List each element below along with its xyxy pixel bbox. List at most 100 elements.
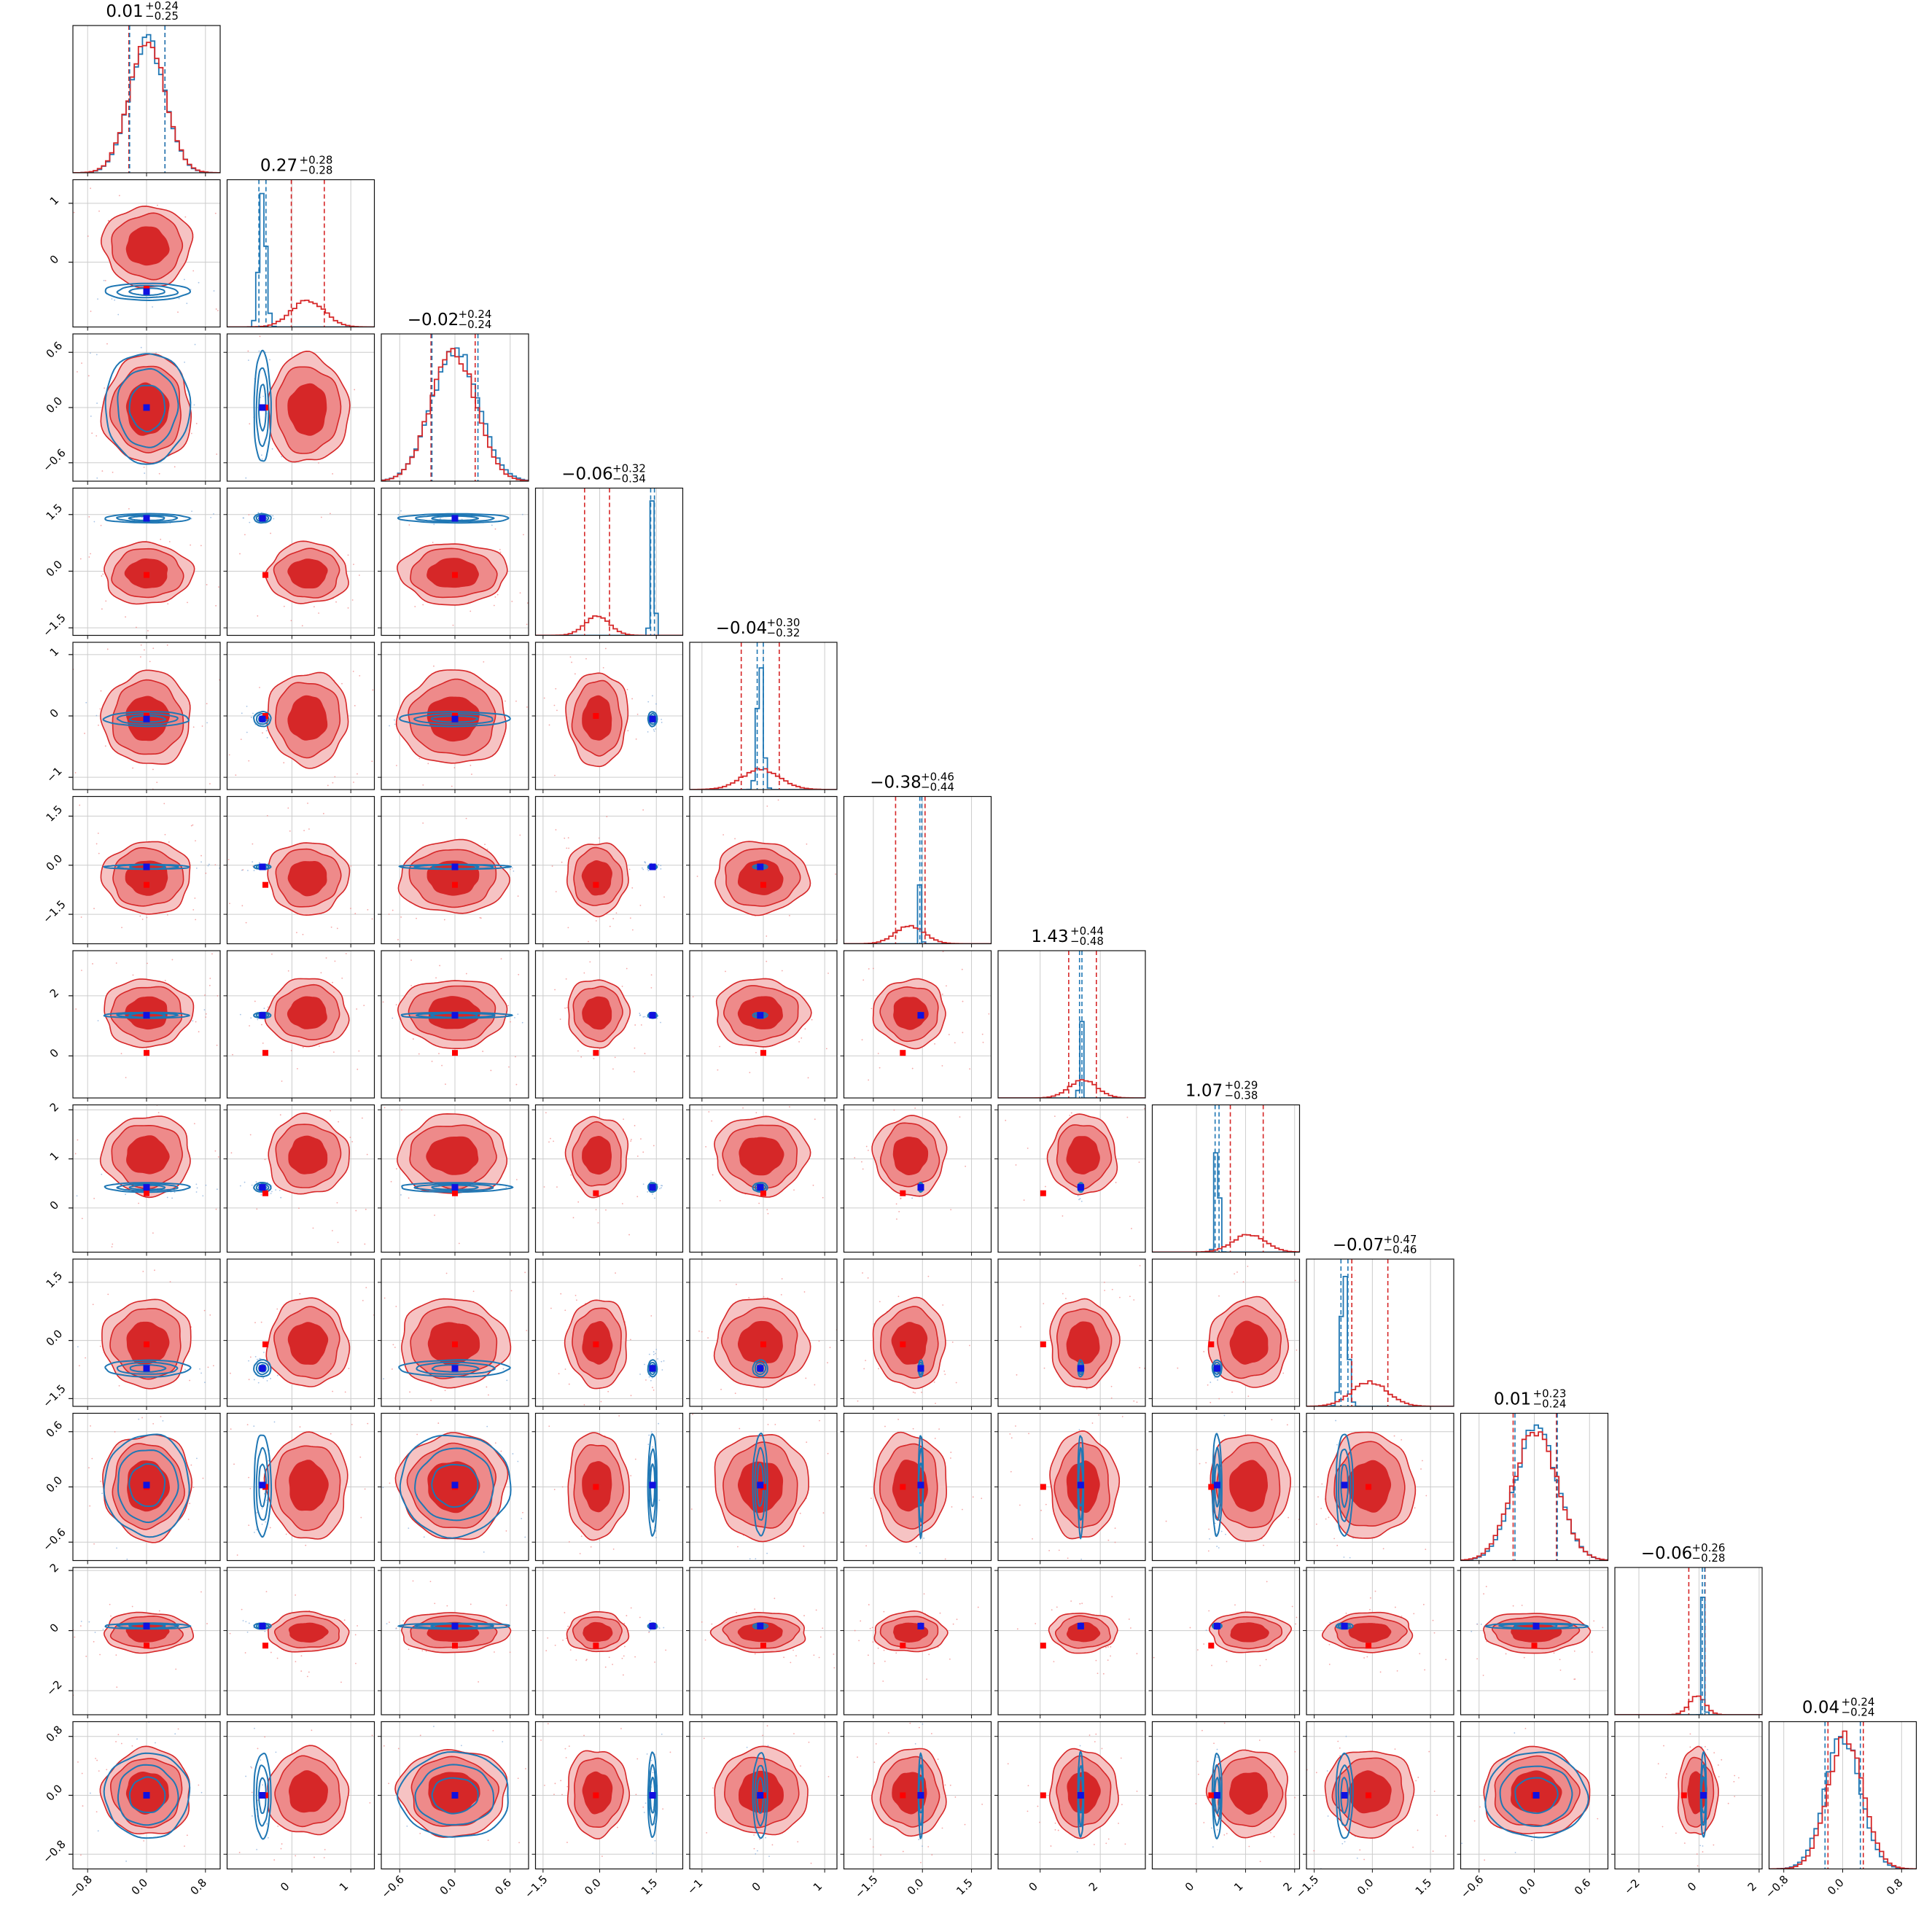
- red-sample-dot: [138, 1202, 139, 1204]
- red-sample-dot: [118, 1384, 120, 1387]
- blue-marker: [259, 863, 266, 870]
- red-sample-dot: [1433, 1632, 1436, 1634]
- red-sample-dot: [195, 1021, 197, 1023]
- red-sample-dot: [209, 978, 211, 979]
- blue-sample-dot: [1218, 1547, 1220, 1549]
- red-sample-dot: [524, 1322, 526, 1323]
- histogram-panel-2: −0.02 +0.24−0.24: [381, 308, 529, 485]
- red-sample-dot: [526, 623, 528, 626]
- red-sample-dot: [329, 513, 331, 515]
- blue-sample-dot: [70, 702, 71, 704]
- blue-sample-dot: [521, 513, 523, 515]
- red-sample-dot: [343, 1619, 346, 1621]
- red-sample-dot: [356, 774, 357, 776]
- red-sample-dot: [371, 1734, 373, 1737]
- red-sample-dot: [635, 1793, 637, 1796]
- red-sample-dot: [1133, 1299, 1135, 1301]
- red-sample-dot: [644, 1053, 646, 1054]
- red-sample-dot: [543, 1186, 545, 1188]
- red-sample-dot: [944, 1374, 946, 1375]
- blue-sample-dot: [260, 1193, 262, 1196]
- blue-marker: [1341, 1481, 1348, 1489]
- red-sample-dot: [69, 270, 71, 272]
- red-sample-dot: [884, 1660, 886, 1662]
- panel-frame: [72, 642, 221, 790]
- red-sample-dot: [168, 841, 170, 843]
- blue-sample-dot: [644, 1016, 646, 1018]
- blue-sample-dot: [561, 505, 562, 506]
- red-sample-dot: [634, 1047, 636, 1049]
- red-sample-dot: [780, 1293, 782, 1296]
- blue-sample-dot: [278, 1880, 279, 1881]
- red-sample-dot: [508, 1066, 510, 1068]
- red-sample-dot: [810, 1862, 812, 1864]
- blue-sample-dot: [254, 1727, 255, 1729]
- red-sample-dot: [227, 566, 229, 568]
- red-sample-dot: [416, 917, 417, 919]
- red-sample-dot: [119, 1403, 120, 1404]
- red-sample-dot: [244, 1652, 246, 1654]
- panel-title-minus: −0.38: [1225, 1089, 1258, 1102]
- red-sample-dot: [217, 1156, 219, 1158]
- red-sample-dot: [734, 1392, 736, 1394]
- red-sample-dot: [1032, 1538, 1033, 1540]
- red-sample-dot: [1394, 1606, 1396, 1608]
- x-tick-label: 0.0: [582, 1876, 604, 1898]
- blue-marker: [917, 1184, 924, 1191]
- red-sample-dot: [125, 616, 126, 618]
- red-sample-dot: [592, 1418, 593, 1419]
- red-sample-dot: [375, 721, 377, 722]
- blue-sample-dot: [111, 298, 113, 300]
- red-sample-dot: [674, 1135, 676, 1137]
- red-sample-dot: [631, 698, 634, 700]
- blue-sample-dot: [1480, 1624, 1482, 1625]
- blue-sample-dot: [521, 1021, 523, 1024]
- contour-panel-10-0: −202: [44, 1561, 221, 1718]
- red-sample-dot: [766, 805, 768, 807]
- red-sample-dot: [390, 1180, 392, 1183]
- red-sample-dot: [722, 834, 725, 835]
- red-sample-dot: [712, 1358, 714, 1360]
- red-sample-dot: [513, 1046, 515, 1048]
- histogram-panel-3: −0.06 +0.32−0.34: [534, 462, 684, 639]
- blue-sample-dot: [382, 1487, 384, 1489]
- red-sample-dot: [1078, 1579, 1080, 1581]
- red-sample-dot: [389, 846, 391, 847]
- red-sample-dot: [215, 604, 217, 607]
- red-sample-dot: [525, 1768, 526, 1769]
- blue-sample-dot: [203, 1009, 206, 1010]
- red-sample-dot: [396, 765, 397, 766]
- red-sample-dot: [1028, 1433, 1029, 1435]
- red-sample-dot: [355, 1210, 357, 1212]
- red-sample-dot: [200, 1591, 202, 1593]
- red-sample-dot: [950, 1457, 951, 1459]
- blue-marker: [1213, 1481, 1220, 1489]
- red-sample-dot: [356, 1008, 358, 1010]
- red-sample-dot: [510, 1290, 513, 1292]
- y-tick-label: −1.5: [40, 897, 68, 925]
- blue-sample-dot: [152, 306, 153, 308]
- blue-marker: [451, 1481, 459, 1489]
- red-sample-dot: [630, 1607, 632, 1609]
- red-sample-dot: [457, 1414, 459, 1416]
- red-sample-dot: [512, 941, 513, 943]
- red-sample-dot: [354, 1634, 357, 1636]
- red-sample-dot: [523, 534, 524, 536]
- red-sample-dot: [566, 1756, 568, 1758]
- red-sample-dot: [96, 1811, 98, 1813]
- red-sample-dot: [262, 1043, 264, 1044]
- red-sample-dot: [753, 1834, 755, 1836]
- blue-marker: [1077, 1622, 1084, 1629]
- red-sample-dot: [1247, 1395, 1250, 1398]
- red-sample-dot: [397, 1748, 400, 1750]
- red-sample-dot: [914, 1392, 916, 1394]
- blue-sample-dot: [654, 1839, 656, 1842]
- blue-contour-0: [253, 1622, 272, 1630]
- red-sample-dot: [640, 1024, 642, 1026]
- red-sample-dot: [222, 962, 223, 964]
- blue-sample-dot: [566, 1364, 568, 1366]
- red-sample-dot: [490, 1070, 492, 1072]
- panel-frame: [381, 642, 529, 790]
- red-sample-dot: [175, 1668, 177, 1670]
